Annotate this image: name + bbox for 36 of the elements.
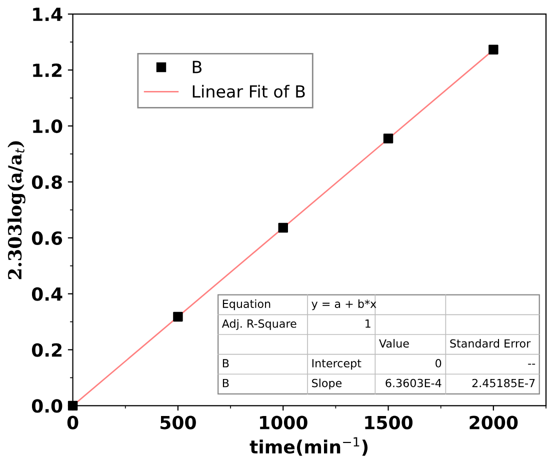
point xyxy=(278,222,288,233)
annotation: 2.45185E-7 xyxy=(472,378,535,388)
x-tick-label: 1000 xyxy=(260,416,308,430)
x-tick-label: 500 xyxy=(160,416,196,430)
y-tick-label: 0.6 xyxy=(32,231,62,245)
annotation: 0 xyxy=(436,359,442,368)
x-tick-label: 1500 xyxy=(365,416,413,430)
annotation: Intercept xyxy=(312,359,362,370)
annotation: Equation xyxy=(222,299,270,310)
annotation: Value xyxy=(379,339,409,348)
y-tick-label: 1.2 xyxy=(33,63,62,77)
annotation: Adj. R-Square xyxy=(222,319,296,330)
y-tick-label: 0.0 xyxy=(32,399,62,413)
x-tick-label: 2000 xyxy=(470,416,518,430)
annotation: y = a + b*x xyxy=(312,299,376,310)
y-tick-label: 1.4 xyxy=(33,8,62,21)
y-tick-label: 0.4 xyxy=(32,287,62,301)
y-axis-title: 2.303log(a/a$_{t}$) xyxy=(8,141,26,280)
x-tick-label: 0 xyxy=(67,416,78,430)
x-axis-title: time(min$^{−1}$) xyxy=(250,437,368,456)
annotation: 6.3603E-4 xyxy=(386,378,442,388)
point xyxy=(383,134,394,144)
point xyxy=(68,400,78,411)
annotation: 1 xyxy=(366,320,370,328)
point xyxy=(488,44,498,54)
annotation: B xyxy=(222,378,229,388)
legend-label: Linear Fit of B xyxy=(192,84,305,98)
y-tick-label: 0.8 xyxy=(32,175,62,190)
annotation: Standard Error xyxy=(450,339,531,348)
point xyxy=(173,312,183,322)
annotation: Slope xyxy=(312,378,342,390)
y-tick-label: 1.0 xyxy=(33,119,62,134)
legend-label: B xyxy=(192,60,202,74)
annotation: -- xyxy=(528,364,536,365)
annotation: B xyxy=(222,359,229,368)
y-tick-label: 0.2 xyxy=(32,343,62,357)
